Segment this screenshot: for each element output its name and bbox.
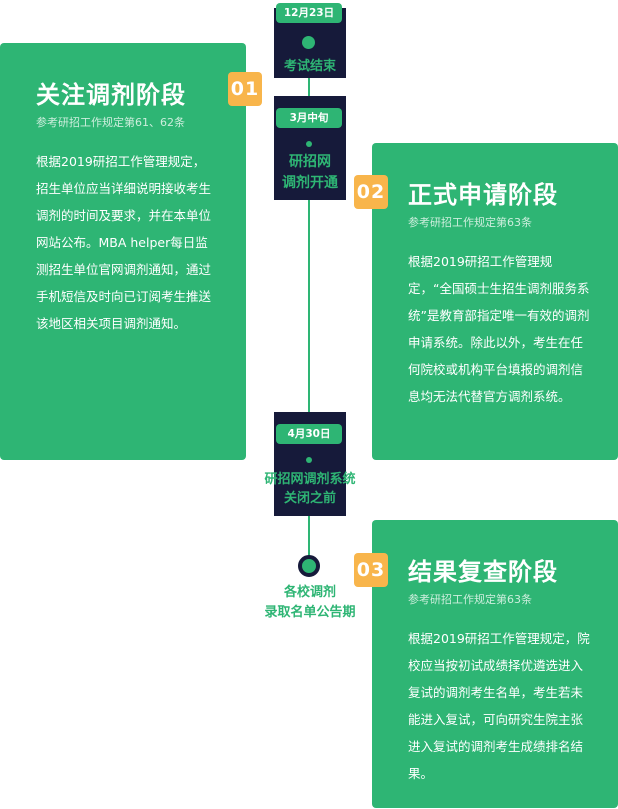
- stage-card-1: 关注调剂阶段 参考研招工作规定第61、62条 根据2019研招工作管理规定，招生…: [0, 43, 246, 460]
- stage-card-3: 结果复查阶段 参考研招工作规定第63条 根据2019研招工作管理规定，院校应当按…: [372, 520, 618, 808]
- stage-number-badge-1: 01: [228, 72, 262, 106]
- milestone-label-1: 考试结束: [283, 59, 336, 74]
- milestone-date-1: 12月23日: [276, 3, 342, 23]
- stage-card-ref-2: 参考研招工作规定第63条: [408, 216, 532, 229]
- stage-number-badge-3: 03: [354, 553, 388, 587]
- milestone-label-3a: 研招网调剂系统: [264, 472, 356, 487]
- stage-card-body-2: 根据2019研招工作管理规定，“全国硕士生招生调剂服务系统”是教育部指定唯一有效…: [408, 254, 590, 404]
- stage-card-ref-1: 参考研招工作规定第61、62条: [36, 116, 185, 129]
- milestone-label-3b: 关闭之前: [283, 491, 336, 506]
- milestone-ring-4: [298, 555, 320, 577]
- stage-number-badge-2: 02: [354, 175, 388, 209]
- stage-card-body-3: 根据2019研招工作管理规定，院校应当按初试成绩择优遴选进入复试的调剂考生名单，…: [408, 631, 590, 781]
- stage-card-title-1: 关注调剂阶段: [36, 81, 186, 109]
- milestone-date-3: 4月30日: [276, 424, 342, 444]
- milestone-dot-2: [306, 141, 312, 147]
- stage-card-ref-3: 参考研招工作规定第63条: [408, 593, 532, 606]
- milestone-label-2a: 研招网: [289, 154, 331, 170]
- milestone-label-4a: 各校调剂: [283, 585, 336, 600]
- milestone-label-2b: 调剂开通: [282, 175, 338, 191]
- stage-card-body-1: 根据2019研招工作管理规定，招生单位应当详细说明接收考生调剂的时间及要求，并在…: [36, 154, 212, 331]
- milestone-dot-1: [302, 36, 315, 49]
- stage-card-title-2: 正式申请阶段: [408, 181, 558, 209]
- milestone-date-2: 3月中旬: [276, 108, 342, 128]
- stage-card-title-3: 结果复查阶段: [408, 558, 558, 586]
- timeline-line: [308, 40, 310, 565]
- milestone-dot-3: [306, 457, 312, 463]
- milestone-label-4b: 录取名单公告期: [264, 605, 356, 620]
- stage-card-2: 正式申请阶段 参考研招工作规定第63条 根据2019研招工作管理规定，“全国硕士…: [372, 143, 618, 460]
